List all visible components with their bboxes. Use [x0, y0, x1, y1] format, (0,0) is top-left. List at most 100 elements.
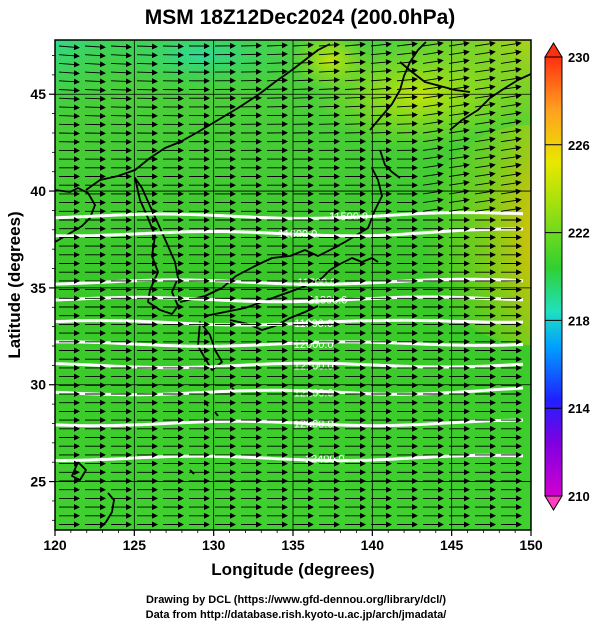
wind-arrow [396, 120, 418, 127]
wind-arrow [422, 66, 444, 73]
wind-arrow [500, 206, 522, 213]
wind-arrow [422, 127, 444, 134]
wind-arrow [448, 206, 470, 213]
wind-arrow [448, 49, 470, 56]
wind-arrow [266, 59, 288, 66]
wind-arrow [474, 58, 496, 65]
graticule [55, 40, 531, 530]
wind-arrow [318, 85, 340, 92]
wind-arrow [500, 66, 522, 73]
wind-arrow [292, 103, 314, 110]
wind-arrow [370, 67, 392, 74]
wind-arrow [448, 136, 470, 143]
wind-arrow [448, 66, 470, 73]
wind-arrow [500, 162, 522, 169]
map-plot-area: 11600.0 11700.0 11800.0 11900.0 12000.0 12100… [55, 40, 531, 530]
wind-arrow [422, 110, 444, 117]
y-tick-label: 25 [30, 474, 46, 490]
wind-arrow [292, 77, 314, 84]
wind-arrow [266, 42, 288, 49]
wind-arrow [370, 103, 392, 110]
height-contour-line [55, 418, 524, 428]
wind-arrow [58, 121, 80, 128]
wind-arrow [318, 112, 340, 119]
wind-arrow [474, 162, 496, 169]
wind-arrow [344, 59, 366, 66]
x-axis: 120 125 130 135 140 145 150 [43, 530, 543, 553]
wind-arrow [422, 119, 444, 126]
wind-arrow [344, 85, 366, 92]
credit-data: Data from http://database.rish.kyoto-u.a… [146, 609, 447, 621]
wind-arrow [370, 120, 392, 127]
wind-arrow [58, 95, 80, 102]
wind-arrow [370, 111, 392, 118]
wind-arrow [136, 52, 158, 59]
wind-arrow [422, 84, 444, 91]
wind-arrow [448, 197, 470, 204]
wind-arrow [422, 136, 444, 143]
wind-arrow [292, 68, 314, 75]
height-contour-line [55, 277, 524, 286]
wind-arrow [58, 78, 80, 85]
wind-arrow [448, 162, 470, 169]
wind-arrow [370, 94, 392, 101]
credit-drawing: Drawing by DCL (https://www.gfd-dennou.o… [146, 594, 446, 606]
wind-arrow [292, 59, 314, 66]
wind-arrow [84, 69, 106, 76]
wind-arrow [448, 93, 470, 99]
colorbar-tick-label: 210 [568, 489, 590, 504]
wind-arrow [500, 58, 522, 65]
wind-arrow [474, 153, 496, 160]
y-tick-label: 45 [30, 86, 46, 102]
y-tick-label: 40 [30, 183, 46, 199]
wind-arrow [110, 52, 132, 59]
wind-arrow [422, 153, 444, 160]
wind-arrow [266, 68, 288, 75]
wind-arrow [474, 180, 496, 186]
wind-arrow [318, 103, 340, 110]
wind-arrow [500, 84, 522, 91]
wind-arrow [318, 41, 340, 48]
wind-arrow [58, 87, 80, 94]
wind-arrow [344, 120, 366, 127]
wind-arrow [448, 40, 470, 47]
wind-arrow [500, 171, 522, 178]
wind-arrow [84, 44, 106, 51]
wind-arrow [474, 127, 496, 134]
wind-arrow [500, 127, 522, 134]
wind-arrow [136, 43, 158, 50]
wind-arrow [500, 93, 522, 99]
wind-arrow [422, 162, 444, 169]
wind-arrow [136, 60, 158, 67]
wind-arrow [318, 77, 340, 84]
y-tick-label: 30 [30, 377, 46, 393]
wind-arrow [422, 49, 444, 56]
height-contour-line [55, 453, 524, 462]
wind-arrow [396, 129, 418, 136]
wind-arrow [474, 84, 496, 91]
wind-arrow [474, 206, 496, 213]
wind-arrow [448, 110, 470, 117]
wind-arrow [110, 95, 132, 102]
wind-arrow [136, 78, 158, 85]
height-contour-line [55, 386, 524, 397]
wind-arrow [292, 85, 314, 92]
wind-arrow [84, 61, 106, 68]
wind-arrow [500, 119, 522, 126]
x-tick-label: 140 [361, 537, 385, 553]
wind-arrow [84, 78, 106, 85]
wind-arrow [474, 110, 496, 117]
contour-label: 11900.0 [294, 318, 333, 330]
wind-arrow [500, 153, 522, 160]
wind-arrow [474, 101, 496, 108]
x-tick-label: 125 [123, 537, 147, 553]
colorbar-ticks: 210 214 218 222 226 230 [545, 50, 590, 504]
height-contour-line [55, 361, 524, 370]
wind-arrow [396, 41, 418, 48]
wind-arrow [266, 77, 288, 84]
x-axis-title: Longitude (degrees) [211, 560, 374, 579]
wind-arrow [110, 61, 132, 68]
wind-arrow [500, 101, 522, 108]
x-tick-label: 130 [202, 537, 226, 553]
wind-arrow [396, 111, 418, 118]
